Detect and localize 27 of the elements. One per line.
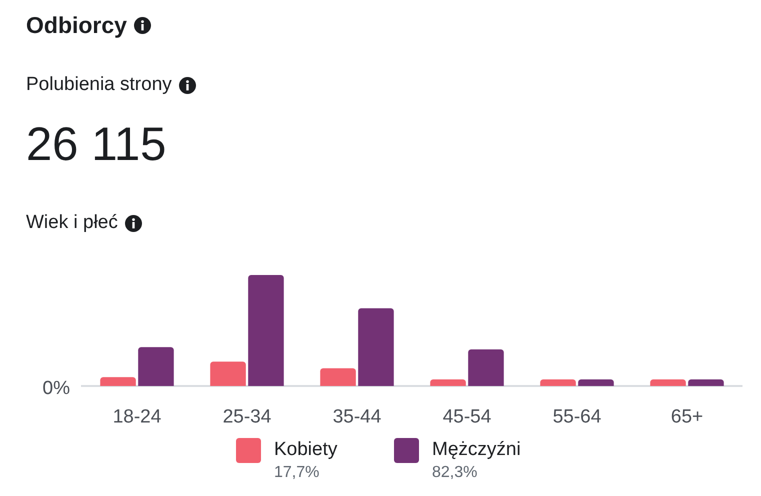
- bar: [540, 379, 576, 386]
- bar: [688, 379, 724, 386]
- chart-subtitle: Polubienia strony: [26, 74, 172, 96]
- text: 26 115: [26, 116, 166, 171]
- bar: [248, 275, 284, 386]
- x-tick-label: 25-34: [222, 406, 272, 428]
- legend-label: Kobiety: [274, 438, 338, 462]
- bar: [138, 347, 174, 386]
- text: 82,3%: [432, 463, 478, 483]
- legend-label: Mężczyźni: [432, 438, 521, 462]
- bar: [320, 368, 356, 386]
- text: 17,7%: [274, 463, 320, 483]
- bar: [358, 308, 394, 386]
- x-tick-label: 35-44: [332, 406, 382, 428]
- bar: [210, 362, 246, 386]
- text: Wiek i płeć: [26, 212, 118, 234]
- bar: [100, 377, 136, 386]
- x-tick-label: 18-24: [112, 406, 162, 428]
- x-tick-label: 55-64: [552, 406, 602, 428]
- x-tick-label: 45-54: [442, 406, 492, 428]
- x-tick-label: 65+: [670, 406, 704, 428]
- bar: [650, 379, 686, 386]
- bar: [468, 349, 504, 386]
- bar: [578, 379, 614, 386]
- text: 0%: [42, 378, 70, 400]
- chart-title: Odbiorcy: [26, 12, 127, 39]
- bar: [430, 379, 466, 386]
